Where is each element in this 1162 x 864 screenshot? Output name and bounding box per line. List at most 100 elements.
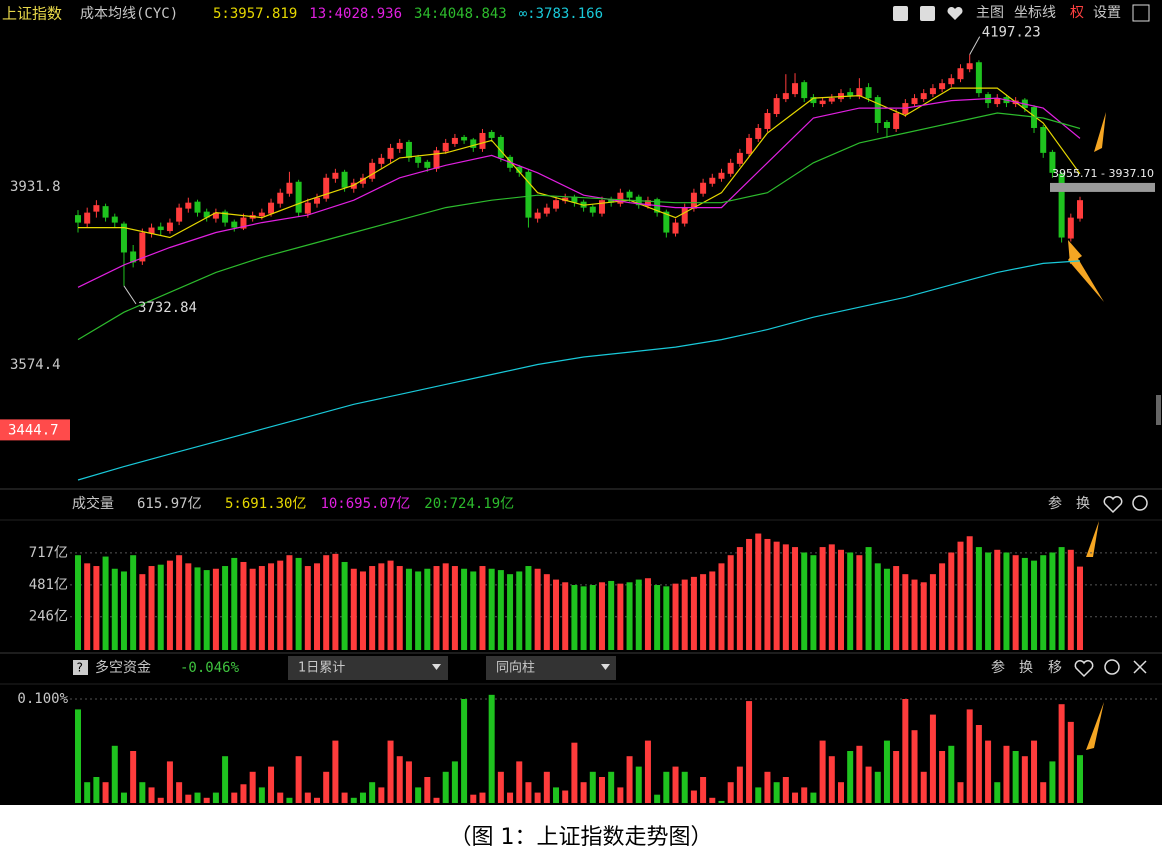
bar: [461, 568, 468, 650]
arrow: [1086, 702, 1104, 750]
candle-body: [497, 136, 504, 158]
bar: [746, 701, 753, 803]
candle-body: [663, 211, 670, 233]
candle-body: [157, 226, 164, 231]
bar: [323, 555, 330, 650]
bar: [1049, 552, 1056, 650]
bar: [516, 761, 523, 803]
bar: [111, 745, 118, 803]
legend-entry: 20:724.19亿: [424, 496, 514, 512]
bar: [369, 566, 376, 650]
candle-body: [929, 88, 936, 95]
candle-body: [93, 205, 100, 212]
toolbar-button[interactable]: 移: [1048, 660, 1062, 676]
bar: [553, 579, 560, 650]
dropdown[interactable]: [288, 656, 448, 680]
add-icon[interactable]: [893, 6, 908, 21]
bar: [203, 570, 210, 650]
bar: [939, 751, 946, 803]
heart-icon[interactable]: [1074, 660, 1094, 678]
bar: [819, 547, 826, 650]
bar: [948, 745, 955, 803]
dropdown[interactable]: [486, 656, 616, 680]
candle-body: [268, 202, 275, 214]
chart-title: 多空资金: [95, 659, 151, 676]
bar: [516, 571, 523, 650]
candle-body: [598, 200, 605, 214]
toolbar-button[interactable]: 权: [1070, 5, 1084, 21]
bar: [580, 782, 587, 803]
toolbar-button[interactable]: 换: [1076, 495, 1090, 512]
bar: [258, 566, 265, 650]
y-tick-label: 717亿: [29, 545, 68, 561]
bar: [268, 563, 275, 650]
bar: [378, 787, 385, 803]
bar: [571, 742, 578, 803]
candle-body: [828, 98, 835, 102]
candle-body: [626, 191, 633, 198]
close-icon[interactable]: [1133, 660, 1147, 674]
candle-body: [1077, 200, 1083, 219]
bar: [764, 771, 771, 803]
candle-body: [562, 197, 569, 202]
help-icon[interactable]: [73, 660, 88, 675]
bar: [102, 556, 109, 650]
candle-body: [792, 83, 799, 95]
toolbar-button[interactable]: 主图: [976, 5, 1004, 21]
bar: [451, 566, 458, 650]
remove-icon[interactable]: [920, 6, 935, 21]
bar: [902, 699, 909, 803]
bar: [985, 740, 992, 803]
bar: [1003, 552, 1010, 650]
bar: [323, 771, 330, 803]
candle-body: [120, 223, 127, 253]
expand-icon[interactable]: [1132, 4, 1150, 22]
bar: [975, 725, 982, 803]
bar: [911, 730, 918, 803]
candle-body: [718, 172, 725, 179]
bar: [746, 538, 753, 650]
bar: [985, 552, 992, 650]
bar: [893, 566, 900, 650]
bar: [626, 756, 633, 803]
bar: [736, 766, 743, 803]
heart-icon[interactable]: [1103, 496, 1123, 514]
candle-body: [939, 83, 946, 90]
bar: [451, 761, 458, 803]
bar: [341, 561, 348, 650]
candle-body: [415, 156, 422, 163]
bar: [1049, 761, 1056, 803]
candle-body: [994, 98, 1001, 105]
bar: [1012, 751, 1019, 803]
bar: [948, 552, 955, 650]
y-tick-label: 3931.8: [10, 179, 61, 195]
bar: [405, 568, 412, 650]
candle-body: [975, 62, 982, 94]
toolbar-button[interactable]: 设置: [1093, 5, 1121, 21]
toolbar-button[interactable]: 换: [1019, 659, 1033, 676]
candle-body: [433, 150, 440, 169]
toolbar-button[interactable]: 参: [1048, 495, 1062, 512]
search-icon[interactable]: [1132, 495, 1148, 511]
bar: [672, 583, 679, 650]
arrow: [1068, 240, 1104, 302]
bar: [157, 564, 164, 650]
bar: [837, 782, 844, 803]
bar: [874, 563, 881, 650]
heart-icon[interactable]: [947, 6, 963, 20]
chart-subtitle: 成本均线(CYC): [80, 6, 178, 22]
y-tick-label: 246亿: [29, 609, 68, 625]
dropdown-label: 1日累计: [298, 661, 345, 676]
candle-body: [332, 172, 339, 179]
bar: [176, 555, 183, 650]
zoom-icon[interactable]: [1104, 659, 1120, 675]
toolbar-button[interactable]: 坐标线: [1014, 5, 1056, 21]
candle-body: [782, 93, 789, 100]
bar: [387, 740, 394, 803]
bar: [359, 792, 366, 803]
candle-body: [553, 200, 560, 209]
bar: [488, 568, 495, 650]
toolbar-button[interactable]: 参: [991, 659, 1005, 676]
bar: [626, 582, 633, 650]
